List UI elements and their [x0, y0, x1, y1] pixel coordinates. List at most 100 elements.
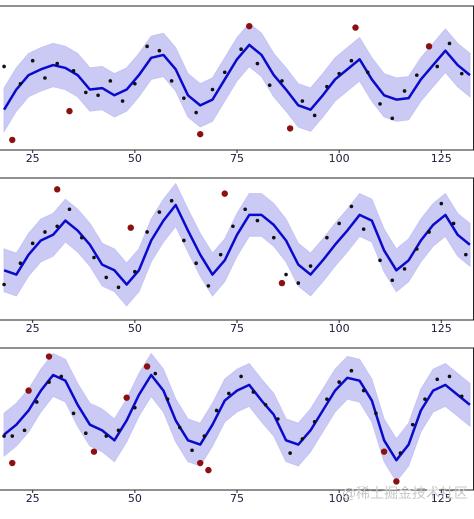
data-point [222, 70, 227, 75]
data-point [325, 397, 329, 401]
data-point [459, 71, 464, 76]
data-point [325, 235, 329, 240]
data-point [374, 411, 378, 416]
data-point [116, 428, 121, 433]
data-point [402, 89, 407, 93]
data-point [231, 224, 235, 229]
data-point [59, 374, 64, 379]
data-point [288, 451, 292, 455]
data-point [120, 99, 125, 103]
outlier-point [127, 224, 134, 231]
outlier-point [54, 186, 61, 193]
data-point [84, 431, 88, 436]
watermark: @稀土掘金技术社区 [342, 486, 468, 502]
data-point [169, 79, 174, 83]
data-point [47, 380, 51, 384]
x-tick-label: 25 [26, 492, 40, 505]
data-point [378, 102, 382, 106]
data-point [267, 83, 272, 87]
data-point [464, 252, 468, 257]
data-point [67, 207, 72, 212]
panel: 25 50 75 100 125 [0, 177, 474, 335]
data-point [157, 210, 162, 214]
data-point [18, 261, 23, 266]
data-point [133, 405, 137, 410]
data-point [22, 428, 27, 433]
data-point [361, 227, 366, 231]
data-point [227, 391, 231, 396]
data-point [312, 113, 317, 118]
data-point [325, 84, 329, 89]
data-point [300, 437, 305, 441]
data-point [104, 434, 109, 438]
data-point [271, 235, 276, 240]
data-point [337, 71, 341, 76]
data-point [439, 201, 444, 206]
outlier-point [66, 107, 73, 115]
data-point [79, 235, 84, 240]
data-point [153, 371, 158, 376]
mean-line [3, 43, 471, 111]
data-point [402, 267, 407, 271]
x-tick-label: 50 [128, 152, 142, 165]
data-point [71, 411, 76, 416]
data-point [251, 390, 256, 394]
outlier-point [286, 125, 294, 132]
confidence-band [3, 22, 471, 134]
data-point [365, 70, 370, 75]
data-point [427, 230, 431, 234]
outlier-point [197, 130, 204, 138]
data-point [414, 73, 419, 77]
x-tick-label: 75 [230, 322, 244, 335]
data-point [182, 96, 186, 100]
outlier-point [9, 136, 16, 144]
data-point [169, 198, 174, 203]
panel: 25 50 75 100 125 [0, 5, 474, 165]
x-tick-label: 75 [230, 152, 244, 165]
data-point [300, 99, 305, 103]
data-point [182, 238, 186, 243]
data-point [210, 87, 215, 92]
data-point [255, 218, 260, 223]
data-point [133, 81, 137, 86]
data-point [410, 422, 415, 427]
data-point [276, 417, 280, 421]
x-tick-label: 75 [230, 492, 244, 505]
data-point [206, 284, 211, 288]
data-point [390, 278, 395, 283]
outlier-point [278, 279, 286, 287]
data-point [312, 420, 317, 424]
data-point [55, 61, 60, 66]
data-point [194, 110, 198, 115]
data-point [239, 47, 243, 51]
x-tick-label: 50 [128, 322, 142, 335]
data-point [108, 79, 113, 83]
outlier-point [90, 448, 98, 455]
x-tick-label: 25 [26, 322, 40, 335]
x-tick-label: 50 [128, 492, 142, 505]
data-point [337, 221, 341, 226]
data-point [447, 374, 452, 379]
data-point [255, 61, 260, 66]
data-point [145, 44, 149, 49]
data-point [2, 282, 6, 287]
data-point [263, 403, 268, 407]
x-tick-label: 25 [26, 152, 40, 165]
data-point [30, 58, 35, 63]
data-point [116, 285, 121, 290]
outlier-point [425, 43, 433, 50]
x-tick-label: 100 [329, 152, 350, 165]
x-tick-label: 125 [431, 492, 452, 505]
data-point [18, 81, 23, 86]
data-point [92, 255, 96, 260]
data-point [30, 241, 35, 246]
x-tick-label: 125 [431, 152, 452, 165]
data-point [71, 69, 76, 73]
data-point [361, 388, 366, 393]
outlier-point [205, 466, 212, 474]
data-point [84, 90, 88, 95]
outlier-point [380, 448, 388, 455]
data-point [190, 448, 194, 453]
data-point [194, 261, 198, 266]
data-point [239, 374, 243, 379]
